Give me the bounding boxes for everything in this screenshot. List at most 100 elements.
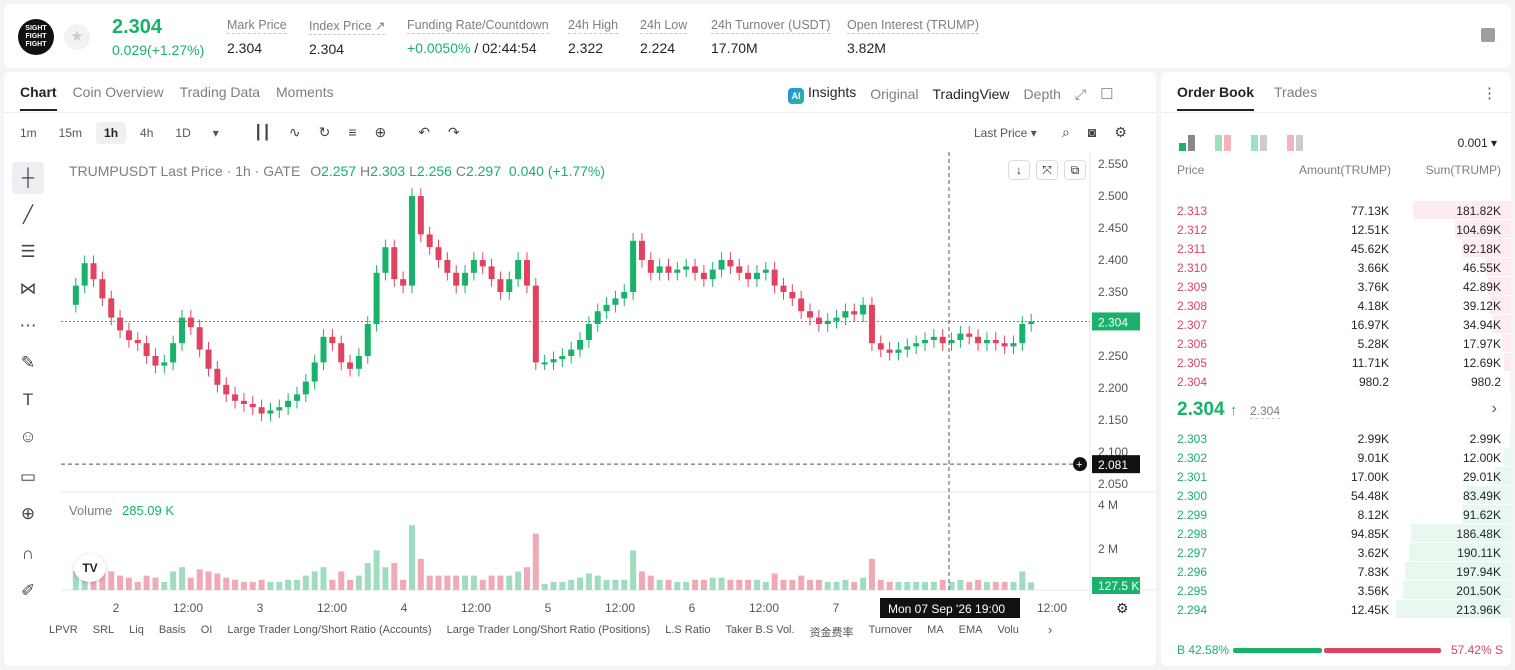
last-price-select[interactable]: Last Price ▾	[974, 126, 1037, 140]
stat-label[interactable]: Open Interest (TRUMP)	[847, 18, 979, 34]
book-icon[interactable]	[1481, 28, 1495, 42]
stat-label[interactable]: 24h Turnover (USDT)	[711, 18, 831, 34]
stat-label[interactable]: Index Price ↗	[309, 19, 386, 35]
indicator-next-icon[interactable]: ›	[1048, 622, 1053, 637]
candle-type-icon[interactable]: ┃┃	[254, 124, 271, 140]
zoom-icon[interactable]: ⊕	[20, 504, 36, 523]
candlestick-chart[interactable]: 2.550 2.500 2.450 2.400 2.350 2.300 2.250 2.200…	[4, 72, 1156, 666]
indicator-icon[interactable]: ∿	[288, 124, 301, 140]
timeframe-1h[interactable]: 1h	[96, 122, 127, 144]
gear-icon[interactable]: ⚙	[1114, 124, 1127, 140]
expand-icon[interactable]: ⤢	[1074, 85, 1087, 102]
bid-row[interactable]: 2.299 8.12K 91.62K	[1161, 505, 1511, 524]
indicator-item[interactable]: Large Trader Long/Short Ratio (Positions…	[446, 624, 651, 636]
prediction-icon[interactable]: ⋯	[19, 316, 37, 335]
undo-icon[interactable]: ↶	[418, 124, 430, 140]
indicator-item[interactable]: MA	[927, 624, 944, 636]
settings-circle-icon[interactable]: ⚙	[1116, 600, 1129, 616]
indicator-item[interactable]: Liq	[129, 624, 144, 636]
ask-row[interactable]: 2.313 77.13K 181.82K	[1161, 201, 1511, 220]
bid-row[interactable]: 2.303 2.99K 2.99K	[1161, 429, 1511, 448]
chevron-right-icon[interactable]: ›	[1491, 400, 1497, 417]
timeframe-1D[interactable]: 1D	[175, 126, 191, 140]
stat-label[interactable]: 24h Low	[640, 18, 688, 34]
precision-select[interactable]: 0.001 ▾	[1457, 136, 1497, 150]
bid-row[interactable]: 2.294 12.45K 213.96K	[1161, 600, 1511, 619]
ask-row[interactable]: 2.311 45.62K 92.18K	[1161, 239, 1511, 258]
ask-row[interactable]: 2.307 16.97K 34.94K	[1161, 315, 1511, 334]
indicator-item[interactable]: Taker B.S Vol.	[725, 624, 795, 636]
indicator-item[interactable]: Large Trader Long/Short Ratio (Accounts)	[227, 624, 432, 636]
pencil-icon[interactable]: ✐	[20, 581, 36, 600]
ask-row[interactable]: 2.304 980.2 980.2	[1161, 372, 1511, 391]
ask-row[interactable]: 2.306 5.28K 17.97K	[1161, 334, 1511, 353]
stat-label[interactable]: Mark Price	[227, 18, 287, 34]
timeframe-dropdown-icon[interactable]: ▾	[212, 126, 219, 140]
timeframe-4h[interactable]: 4h	[140, 126, 154, 140]
template-icon[interactable]: ≡	[348, 124, 357, 140]
bid-row[interactable]: 2.297 3.62K 190.11K	[1161, 543, 1511, 562]
ask-row[interactable]: 2.305 11.71K 12.69K	[1161, 353, 1511, 372]
emoji-icon[interactable]: ☺	[19, 427, 37, 446]
indicator-item[interactable]: EMA	[958, 624, 983, 636]
fullscreen-icon[interactable]: ⧉	[1064, 160, 1086, 180]
tab-moments[interactable]: Moments	[276, 84, 334, 100]
ruler-icon[interactable]: ▭	[19, 467, 37, 486]
tab-depth[interactable]: Depth	[1023, 86, 1061, 102]
candle-body	[603, 304, 610, 312]
bid-row[interactable]: 2.302 9.01K 12.00K	[1161, 448, 1511, 467]
search-icon[interactable]: ⌕	[1062, 124, 1070, 140]
replay-icon[interactable]: ↻	[318, 124, 331, 140]
add-alert-icon[interactable]	[1073, 457, 1087, 472]
bid-row[interactable]: 2.298 94.85K 186.48K	[1161, 524, 1511, 543]
magnet-icon[interactable]: ∩	[21, 544, 35, 563]
both-sides-icon[interactable]	[1179, 135, 1195, 151]
indicator-item[interactable]: L.S Ratio	[665, 624, 711, 636]
indicator-item[interactable]: Turnover	[868, 624, 913, 636]
indicator-item[interactable]: LPVR	[49, 624, 78, 636]
ask-row[interactable]: 2.312 12.51K 104.69K	[1161, 220, 1511, 239]
tab-trades[interactable]: Trades	[1274, 84, 1318, 100]
indicator-item[interactable]: Volu	[997, 624, 1019, 636]
tab-original[interactable]: Original	[870, 86, 919, 102]
timeframe-1m[interactable]: 1m	[20, 126, 37, 140]
ask-row[interactable]: 2.308 4.18K 39.12K	[1161, 296, 1511, 315]
text-tool-icon[interactable]: T	[22, 390, 34, 409]
trendline-icon[interactable]: ╱	[22, 205, 34, 224]
fib-icon[interactable]: ☰	[20, 242, 36, 261]
tab-tradingview[interactable]: TradingView	[932, 86, 1010, 102]
tab-trading-data[interactable]: Trading Data	[179, 84, 261, 100]
redo-icon[interactable]: ↷	[447, 124, 460, 140]
stat-label[interactable]: Funding Rate/Countdown	[407, 18, 549, 34]
tab-order-book[interactable]: Order Book	[1177, 84, 1255, 111]
candle-body	[851, 311, 858, 315]
bid-row[interactable]: 2.295 3.56K 201.50K	[1161, 581, 1511, 600]
pattern-icon[interactable]: ⋈	[19, 279, 37, 298]
crosshair-icon[interactable]: ┼	[12, 162, 44, 194]
camera-icon[interactable]: ◙	[1087, 124, 1097, 140]
tab-coin-overview[interactable]: Coin Overview	[72, 84, 164, 100]
bid-row[interactable]: 2.301 17.00K 29.01K	[1161, 467, 1511, 486]
asks-only-icon[interactable]	[1287, 135, 1303, 151]
stat-label[interactable]: 24h High	[568, 18, 619, 34]
brush-icon[interactable]: ✎	[20, 353, 36, 372]
window-icon[interactable]: ☐	[1100, 86, 1114, 103]
indicator-item[interactable]: OI	[200, 624, 213, 636]
tab-chart[interactable]: Chart	[20, 84, 57, 111]
indicator-item[interactable]: SRL	[92, 624, 115, 636]
collapse-icon[interactable]: ⤧	[1036, 160, 1058, 180]
add-indicator-icon[interactable]: ⊕	[374, 124, 387, 140]
ask-row[interactable]: 2.310 3.66K 46.55K	[1161, 258, 1511, 277]
favorite-star-icon[interactable]: ★	[64, 24, 90, 50]
tab-insights[interactable]: AI Insights	[788, 84, 856, 104]
split-view-icon[interactable]	[1215, 135, 1231, 151]
scroll-down-icon[interactable]: ↓	[1008, 160, 1030, 180]
bid-row[interactable]: 2.296 7.83K 197.94K	[1161, 562, 1511, 581]
indicator-item[interactable]: Basis	[158, 624, 186, 636]
more-menu-icon[interactable]: ⋮	[1482, 85, 1497, 102]
bids-only-icon[interactable]	[1251, 135, 1267, 151]
timeframe-15m[interactable]: 15m	[58, 126, 83, 140]
bid-row[interactable]: 2.300 54.48K 83.49K	[1161, 486, 1511, 505]
indicator-item[interactable]: 资金费率	[809, 627, 854, 639]
ask-row[interactable]: 2.309 3.76K 42.89K	[1161, 277, 1511, 296]
